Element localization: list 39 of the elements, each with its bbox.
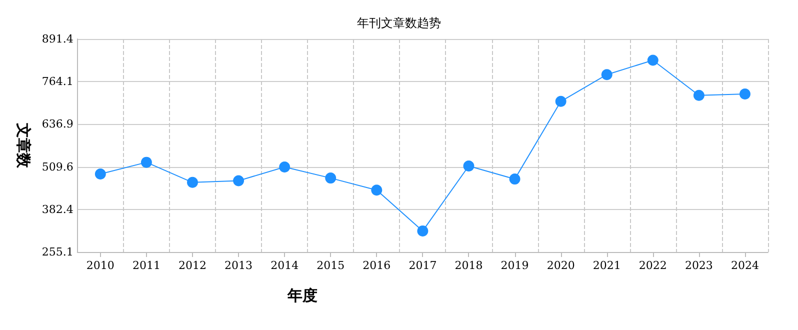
point	[417, 225, 428, 236]
point	[693, 90, 704, 101]
x-tick-label: 2017	[408, 259, 437, 272]
x-tick-label: 2023	[684, 259, 713, 272]
point	[371, 184, 382, 196]
point	[233, 175, 244, 186]
y-axis-title: 文章数	[14, 122, 32, 169]
y-tick-label: 255.1	[42, 246, 74, 258]
x-tick-label: 2011	[132, 259, 160, 272]
x-tick-label: 2020	[546, 259, 575, 272]
point	[463, 160, 474, 172]
x-tick-label: 2016	[362, 259, 391, 272]
y-tick-label: 509.6	[42, 160, 74, 174]
x-tick-label: 2019	[500, 259, 529, 272]
point	[140, 156, 152, 168]
x-tick-label: 2010	[86, 259, 114, 272]
point	[279, 162, 290, 173]
y-tick-label: 891.4	[42, 32, 74, 46]
point	[509, 174, 520, 185]
x-axis-title: 年度	[286, 286, 318, 304]
x-tick-label: 2012	[178, 259, 206, 272]
chart-title: 年刊文章数趋势	[357, 16, 441, 30]
x-tick-label: 2014	[270, 259, 299, 272]
y-tick-label: 382.4	[42, 202, 74, 216]
y-tick-label: 636.9	[42, 118, 74, 131]
point	[601, 69, 612, 80]
point	[187, 176, 198, 188]
point	[555, 96, 566, 107]
x-tick-label: 2015	[316, 259, 345, 272]
x-tick-label: 2022	[638, 259, 667, 272]
x-tick-label: 2013	[224, 259, 253, 272]
point	[647, 54, 658, 66]
point	[739, 88, 750, 100]
point	[94, 168, 106, 180]
x-tick-label: 2018	[454, 259, 483, 272]
x-tick-label: 2024	[730, 259, 759, 272]
y-tick-label: 764.1	[42, 75, 74, 88]
point	[325, 172, 336, 184]
x-tick-label: 2021	[592, 259, 621, 272]
